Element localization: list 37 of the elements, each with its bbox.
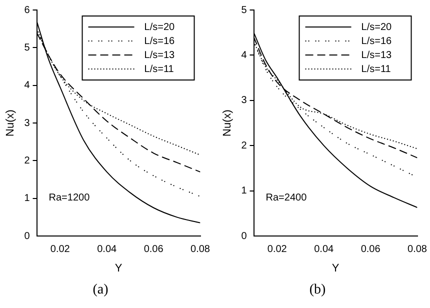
y-tick-label: 4 (24, 80, 30, 92)
y-tick-label: 0 (241, 230, 248, 242)
y-tick-label: 5 (24, 42, 30, 54)
legend-label: L/s=11 (144, 64, 174, 75)
y-tick-label: 5 (241, 4, 248, 16)
x-tick-label: 0.06 (144, 244, 164, 255)
x-tick-label: 0.04 (314, 244, 334, 255)
legend-label: L/s=11 (361, 64, 392, 75)
legend-label: L/s=20 (144, 22, 176, 33)
x-tick-label: 0.08 (190, 244, 210, 255)
x-axis-title: Y (332, 262, 340, 275)
legend-label: L/s=13 (144, 50, 176, 61)
x-axis-title: Y (114, 262, 123, 275)
y-tick-label: 4 (241, 50, 248, 61)
text: (b) (309, 282, 326, 298)
y-tick-label: 2 (241, 140, 248, 152)
y-tick-label: 3 (241, 95, 248, 106)
legend-label: L/s=20 (361, 22, 392, 33)
annotation: Ra=1200 (48, 192, 90, 204)
y-tick-label: 1 (241, 186, 248, 197)
y-tick-label: 3 (24, 118, 30, 129)
legend-label: L/s=16 (361, 36, 392, 47)
y-tick-label: 1 (24, 193, 30, 204)
y-tick-label: 2 (24, 155, 30, 166)
x-tick-label: 0.02 (50, 244, 70, 255)
x-tick-label: 0.08 (408, 244, 428, 255)
x-tick-label: 0.02 (267, 244, 288, 255)
y-axis-title: Nu(x) (222, 110, 234, 136)
legend-label: L/s=13 (361, 50, 392, 61)
x-tick-label: 0.04 (97, 244, 118, 255)
text: (a) (92, 282, 109, 298)
y-tick-label: 6 (24, 4, 30, 16)
x-tick-label: 0.06 (360, 244, 381, 255)
y-tick-label: 0 (24, 230, 30, 242)
y-axis-title: Nu(x) (4, 110, 17, 136)
annotation: Ra=2400 (266, 192, 308, 204)
legend-label: L/s=16 (144, 36, 176, 47)
